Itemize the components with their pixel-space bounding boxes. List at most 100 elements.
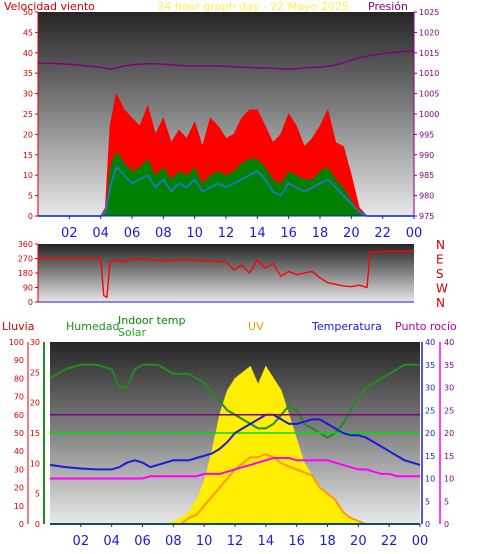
wind-y-tick-label: 50 (23, 8, 33, 17)
pressure-tick-label: 1005 (419, 90, 439, 99)
direction-tick-label: 180 (18, 269, 33, 278)
uv-tick-label: 10 (30, 459, 40, 468)
pressure-tick-label: 1020 (419, 28, 439, 37)
dew-tick-label: 30 (444, 384, 454, 393)
direction-tick-label: 360 (18, 240, 33, 249)
dew-tick-label: 5 (444, 497, 449, 506)
wind-avg-area (38, 150, 414, 216)
compass-label: E (436, 253, 444, 267)
dew-tick-label: 0 (444, 520, 449, 529)
pressure-tick-label: 985 (419, 171, 434, 180)
pressure-line (37, 50, 415, 70)
wind-direction-line (38, 250, 414, 299)
climate-x-tick-label: 16 (288, 534, 305, 549)
rain-label: Lluvia (2, 320, 34, 333)
wind-x-tick-label: 00 (406, 226, 423, 241)
wind-x-tick-label: 10 (186, 226, 203, 241)
wind-y-tick-label: 5 (28, 192, 33, 201)
rain-tick-label: 80 (14, 374, 24, 383)
uv-label: UV (248, 320, 264, 333)
dew-tick-label: 25 (444, 406, 454, 415)
axes: 0510152025303540455097598098599099510001… (9, 8, 454, 549)
rain-tick-label: 20 (14, 484, 24, 493)
rain-tick-label: 0 (19, 520, 24, 529)
temp-tick-label: 5 (425, 497, 430, 506)
pressure-tick-label: 980 (419, 192, 434, 201)
climate-x-tick-label: 22 (381, 534, 398, 549)
direction-panel-bg (38, 244, 414, 302)
wind-y-tick-label: 20 (23, 130, 33, 139)
wind-x-tick-label: 02 (61, 226, 78, 241)
climate-x-tick-label: 20 (350, 534, 367, 549)
wind-x-tick-label: 22 (374, 226, 391, 241)
compass-label: N (436, 238, 445, 252)
pressure-title: Presión (368, 0, 408, 13)
temp-tick-label: 0 (425, 520, 430, 529)
temp-tick-label: 40 (425, 338, 435, 347)
climate-x-tick-label: 14 (258, 534, 275, 549)
uv-tick-label: 0 (35, 520, 40, 529)
direction-tick-label: 0 (28, 298, 33, 307)
climate-x-tick-label: 00 (412, 534, 429, 549)
pressure-tick-label: 995 (419, 130, 434, 139)
pressure-tick-label: 1010 (419, 69, 439, 78)
dew-tick-label: 20 (444, 429, 454, 438)
dew-tick-label: 10 (444, 475, 454, 484)
uv-tick-label: 5 (35, 490, 40, 499)
direction-tick-label: 270 (18, 255, 33, 264)
temp-tick-label: 20 (425, 429, 435, 438)
pressure-tick-label: 1025 (419, 8, 439, 17)
rain-tick-label: 50 (14, 429, 24, 438)
temp-tick-label: 10 (425, 475, 435, 484)
dew-tick-label: 15 (444, 452, 454, 461)
indoor-temp-label: Indoor temp (118, 314, 185, 327)
humidity-label: Humedad (66, 320, 119, 333)
pressure-tick-label: 1015 (419, 49, 439, 58)
wind-x-tick-label: 08 (155, 226, 172, 241)
uv-tick-label: 25 (30, 368, 40, 377)
uv-tick-label: 15 (30, 429, 40, 438)
wind-y-tick-label: 0 (28, 212, 33, 221)
pressure-tick-label: 975 (419, 212, 434, 221)
dew-tick-label: 40 (444, 338, 454, 347)
wind-y-tick-label: 30 (23, 90, 33, 99)
uv-tick-label: 20 (30, 399, 40, 408)
wind-y-tick-label: 35 (23, 69, 33, 78)
climate-x-tick-label: 08 (165, 534, 182, 549)
uv-tick-label: 30 (30, 338, 40, 347)
rain-tick-label: 100 (9, 338, 24, 347)
rain-tick-label: 10 (14, 502, 24, 511)
wind-speed-title: Velocidad viento (4, 0, 95, 13)
climate-x-tick-label: 02 (73, 534, 90, 549)
wind-y-tick-label: 40 (23, 49, 33, 58)
wind-plot (37, 50, 415, 217)
wind-y-tick-label: 25 (23, 110, 33, 119)
temp-tick-label: 35 (425, 361, 435, 370)
climate-x-tick-label: 10 (196, 534, 213, 549)
temperature-line (49, 413, 421, 471)
wind-x-tick-label: 16 (280, 226, 297, 241)
wind-x-tick-label: 04 (92, 226, 109, 241)
wind-x-tick-label: 14 (249, 226, 266, 241)
compass-label: W (436, 282, 448, 296)
temp-tick-label: 15 (425, 452, 435, 461)
chart-date-title: 24 hour graph day - 22 Mayo 2025 (157, 0, 349, 13)
wind-x-tick-label: 18 (312, 226, 329, 241)
solar-label: Solar (118, 326, 147, 339)
wind-x-tick-label: 12 (218, 226, 235, 241)
wind-y-tick-label: 15 (23, 151, 33, 160)
climate-x-tick-label: 06 (134, 534, 151, 549)
temp-tick-label: 30 (425, 384, 435, 393)
wind-y-tick-label: 45 (23, 28, 33, 37)
wind-x-tick-label: 20 (343, 226, 360, 241)
direction-plot (38, 250, 414, 299)
climate-x-tick-label: 04 (103, 534, 120, 549)
pressure-tick-label: 990 (419, 151, 434, 160)
direction-tick-label: 90 (23, 284, 33, 293)
temperature-label: Temperatura (311, 320, 382, 333)
dew-point-label: Punto rocío (395, 320, 457, 333)
rain-tick-label: 60 (14, 411, 24, 420)
climate-x-tick-label: 18 (319, 534, 336, 549)
rain-tick-label: 30 (14, 465, 24, 474)
rain-tick-label: 40 (14, 447, 24, 456)
